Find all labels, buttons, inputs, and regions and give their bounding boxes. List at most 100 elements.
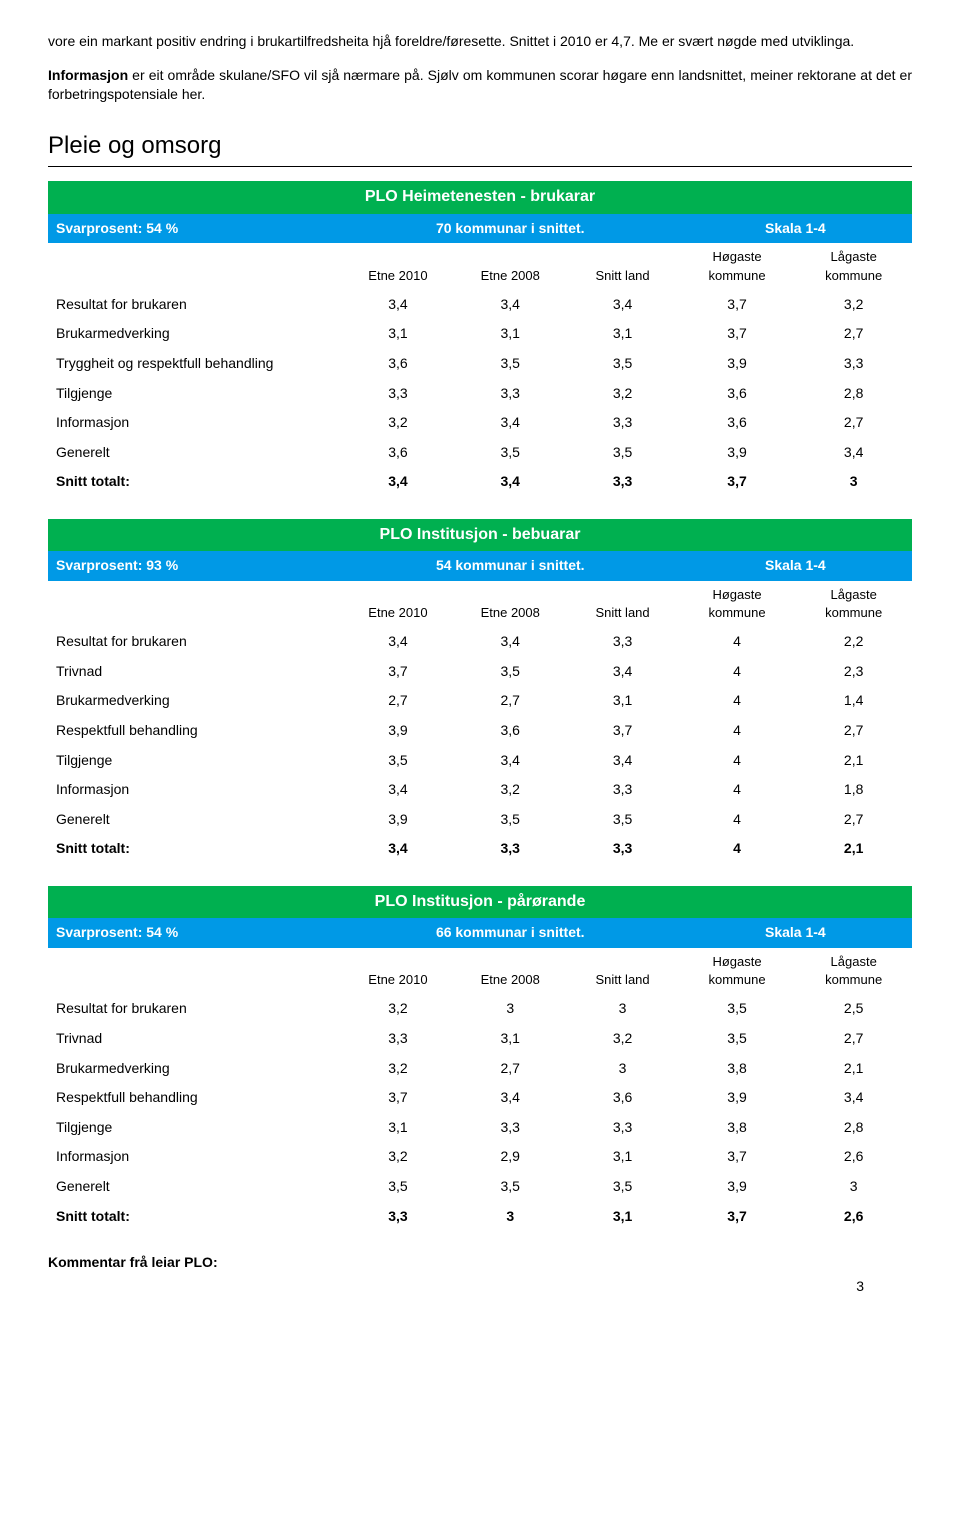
- row-value: 4: [679, 627, 796, 657]
- row-value: 3,6: [342, 438, 454, 468]
- table-row: Tilgjenge3,13,33,33,82,8: [48, 1113, 912, 1143]
- table-row: Tilgjenge3,33,33,23,62,8: [48, 379, 912, 409]
- row-value: 3: [795, 1172, 912, 1202]
- column-header: Etne 2008: [454, 948, 566, 994]
- table-title: PLO Institusjon - bebuarar: [48, 519, 912, 551]
- row-value: 3,3: [342, 1202, 454, 1232]
- column-header: Høgaste kommune: [679, 243, 796, 289]
- row-value: 3,6: [679, 379, 796, 409]
- row-value: 3,2: [342, 1054, 454, 1084]
- row-value: 3,1: [566, 1202, 678, 1232]
- row-value: 2,7: [454, 1054, 566, 1084]
- row-value: 3,4: [342, 775, 454, 805]
- row-value: 2,8: [795, 379, 912, 409]
- row-value: 3,1: [454, 319, 566, 349]
- skala-cell: Skala 1-4: [679, 918, 912, 948]
- row-value: 3,4: [566, 657, 678, 687]
- row-value: 3,4: [342, 290, 454, 320]
- row-label: Trivnad: [48, 1024, 342, 1054]
- row-value: 4: [679, 805, 796, 835]
- kommunar-cell: 70 kommunar i snittet.: [342, 214, 679, 244]
- column-header: [48, 581, 342, 627]
- skala-cell: Skala 1-4: [679, 214, 912, 244]
- row-value: 3,2: [342, 408, 454, 438]
- row-label: Generelt: [48, 438, 342, 468]
- table-row: Trivnad3,33,13,23,52,7: [48, 1024, 912, 1054]
- row-value: 3,6: [679, 408, 796, 438]
- row-value: 3,4: [795, 438, 912, 468]
- row-value: 3,5: [454, 1172, 566, 1202]
- row-value: 3,5: [566, 349, 678, 379]
- row-value: 2,8: [795, 1113, 912, 1143]
- row-value: 3,7: [342, 657, 454, 687]
- row-value: 3,4: [566, 290, 678, 320]
- row-label: Snitt totalt:: [48, 1202, 342, 1232]
- row-value: 3,7: [679, 1202, 796, 1232]
- row-value: 3,5: [679, 994, 796, 1024]
- row-value: 3,5: [454, 349, 566, 379]
- p2-rest: er eit område skulane/SFO vil sjå nærmar…: [48, 67, 912, 103]
- page-number: 3: [856, 1277, 864, 1297]
- row-value: 3,4: [795, 1083, 912, 1113]
- table-row: Brukarmedverking3,13,13,13,72,7: [48, 319, 912, 349]
- row-value: 3,7: [679, 290, 796, 320]
- row-label: Informasjon: [48, 408, 342, 438]
- row-value: 3,5: [566, 438, 678, 468]
- row-value: 3,9: [679, 438, 796, 468]
- table-row: Snitt totalt:3,43,43,33,73: [48, 467, 912, 497]
- row-value: 3,3: [566, 775, 678, 805]
- row-label: Brukarmedverking: [48, 1054, 342, 1084]
- column-header: Lågaste kommune: [795, 948, 912, 994]
- row-value: 3,4: [454, 290, 566, 320]
- column-header: Etne 2008: [454, 581, 566, 627]
- column-header: Etne 2010: [342, 948, 454, 994]
- table-row: Informasjon3,23,43,33,62,7: [48, 408, 912, 438]
- column-header: [48, 243, 342, 289]
- svarprosent-cell: Svarprosent: 93 %: [48, 551, 342, 581]
- row-value: 3,6: [566, 1083, 678, 1113]
- row-value: 3: [795, 467, 912, 497]
- row-value: 3,2: [566, 379, 678, 409]
- row-value: 3,7: [679, 1142, 796, 1172]
- row-value: 3,5: [679, 1024, 796, 1054]
- row-value: 3,9: [342, 805, 454, 835]
- row-value: 3,4: [342, 467, 454, 497]
- row-value: 3,1: [566, 319, 678, 349]
- row-value: 3,3: [342, 379, 454, 409]
- row-value: 3: [566, 1054, 678, 1084]
- table-row: Resultat for brukaren3,2333,52,5: [48, 994, 912, 1024]
- row-label: Resultat for brukaren: [48, 627, 342, 657]
- table-row: Informasjon3,22,93,13,72,6: [48, 1142, 912, 1172]
- row-value: 4: [679, 834, 796, 864]
- row-label: Brukarmedverking: [48, 686, 342, 716]
- p2-bold: Informasjon: [48, 67, 128, 83]
- row-value: 3,5: [454, 805, 566, 835]
- table-row: Generelt3,93,53,542,7: [48, 805, 912, 835]
- row-value: 3,3: [454, 379, 566, 409]
- row-value: 2,6: [795, 1142, 912, 1172]
- table-row: Tryggheit og respektfull behandling3,63,…: [48, 349, 912, 379]
- table-row: Respektfull behandling3,73,43,63,93,4: [48, 1083, 912, 1113]
- row-value: 3,5: [566, 1172, 678, 1202]
- row-value: 4: [679, 686, 796, 716]
- row-label: Respektfull behandling: [48, 1083, 342, 1113]
- row-label: Informasjon: [48, 1142, 342, 1172]
- row-value: 3,2: [454, 775, 566, 805]
- column-header: Snitt land: [566, 948, 678, 994]
- kommunar-cell: 66 kommunar i snittet.: [342, 918, 679, 948]
- row-value: 2,1: [795, 1054, 912, 1084]
- row-value: 3,7: [679, 319, 796, 349]
- row-value: 3,4: [566, 746, 678, 776]
- table-title: PLO Heimetenesten - brukarar: [48, 181, 912, 213]
- row-label: Tilgjenge: [48, 1113, 342, 1143]
- row-value: 2,1: [795, 746, 912, 776]
- column-header: Lågaste kommune: [795, 581, 912, 627]
- row-value: 4: [679, 775, 796, 805]
- column-header: Høgaste kommune: [679, 948, 796, 994]
- section-title: Pleie og omsorg: [48, 129, 912, 168]
- kommunar-cell: 54 kommunar i snittet.: [342, 551, 679, 581]
- footer-comment-label: Kommentar frå leiar PLO:: [48, 1253, 912, 1273]
- row-value: 3,9: [679, 1083, 796, 1113]
- row-value: 2,9: [454, 1142, 566, 1172]
- table-row: Brukarmedverking2,72,73,141,4: [48, 686, 912, 716]
